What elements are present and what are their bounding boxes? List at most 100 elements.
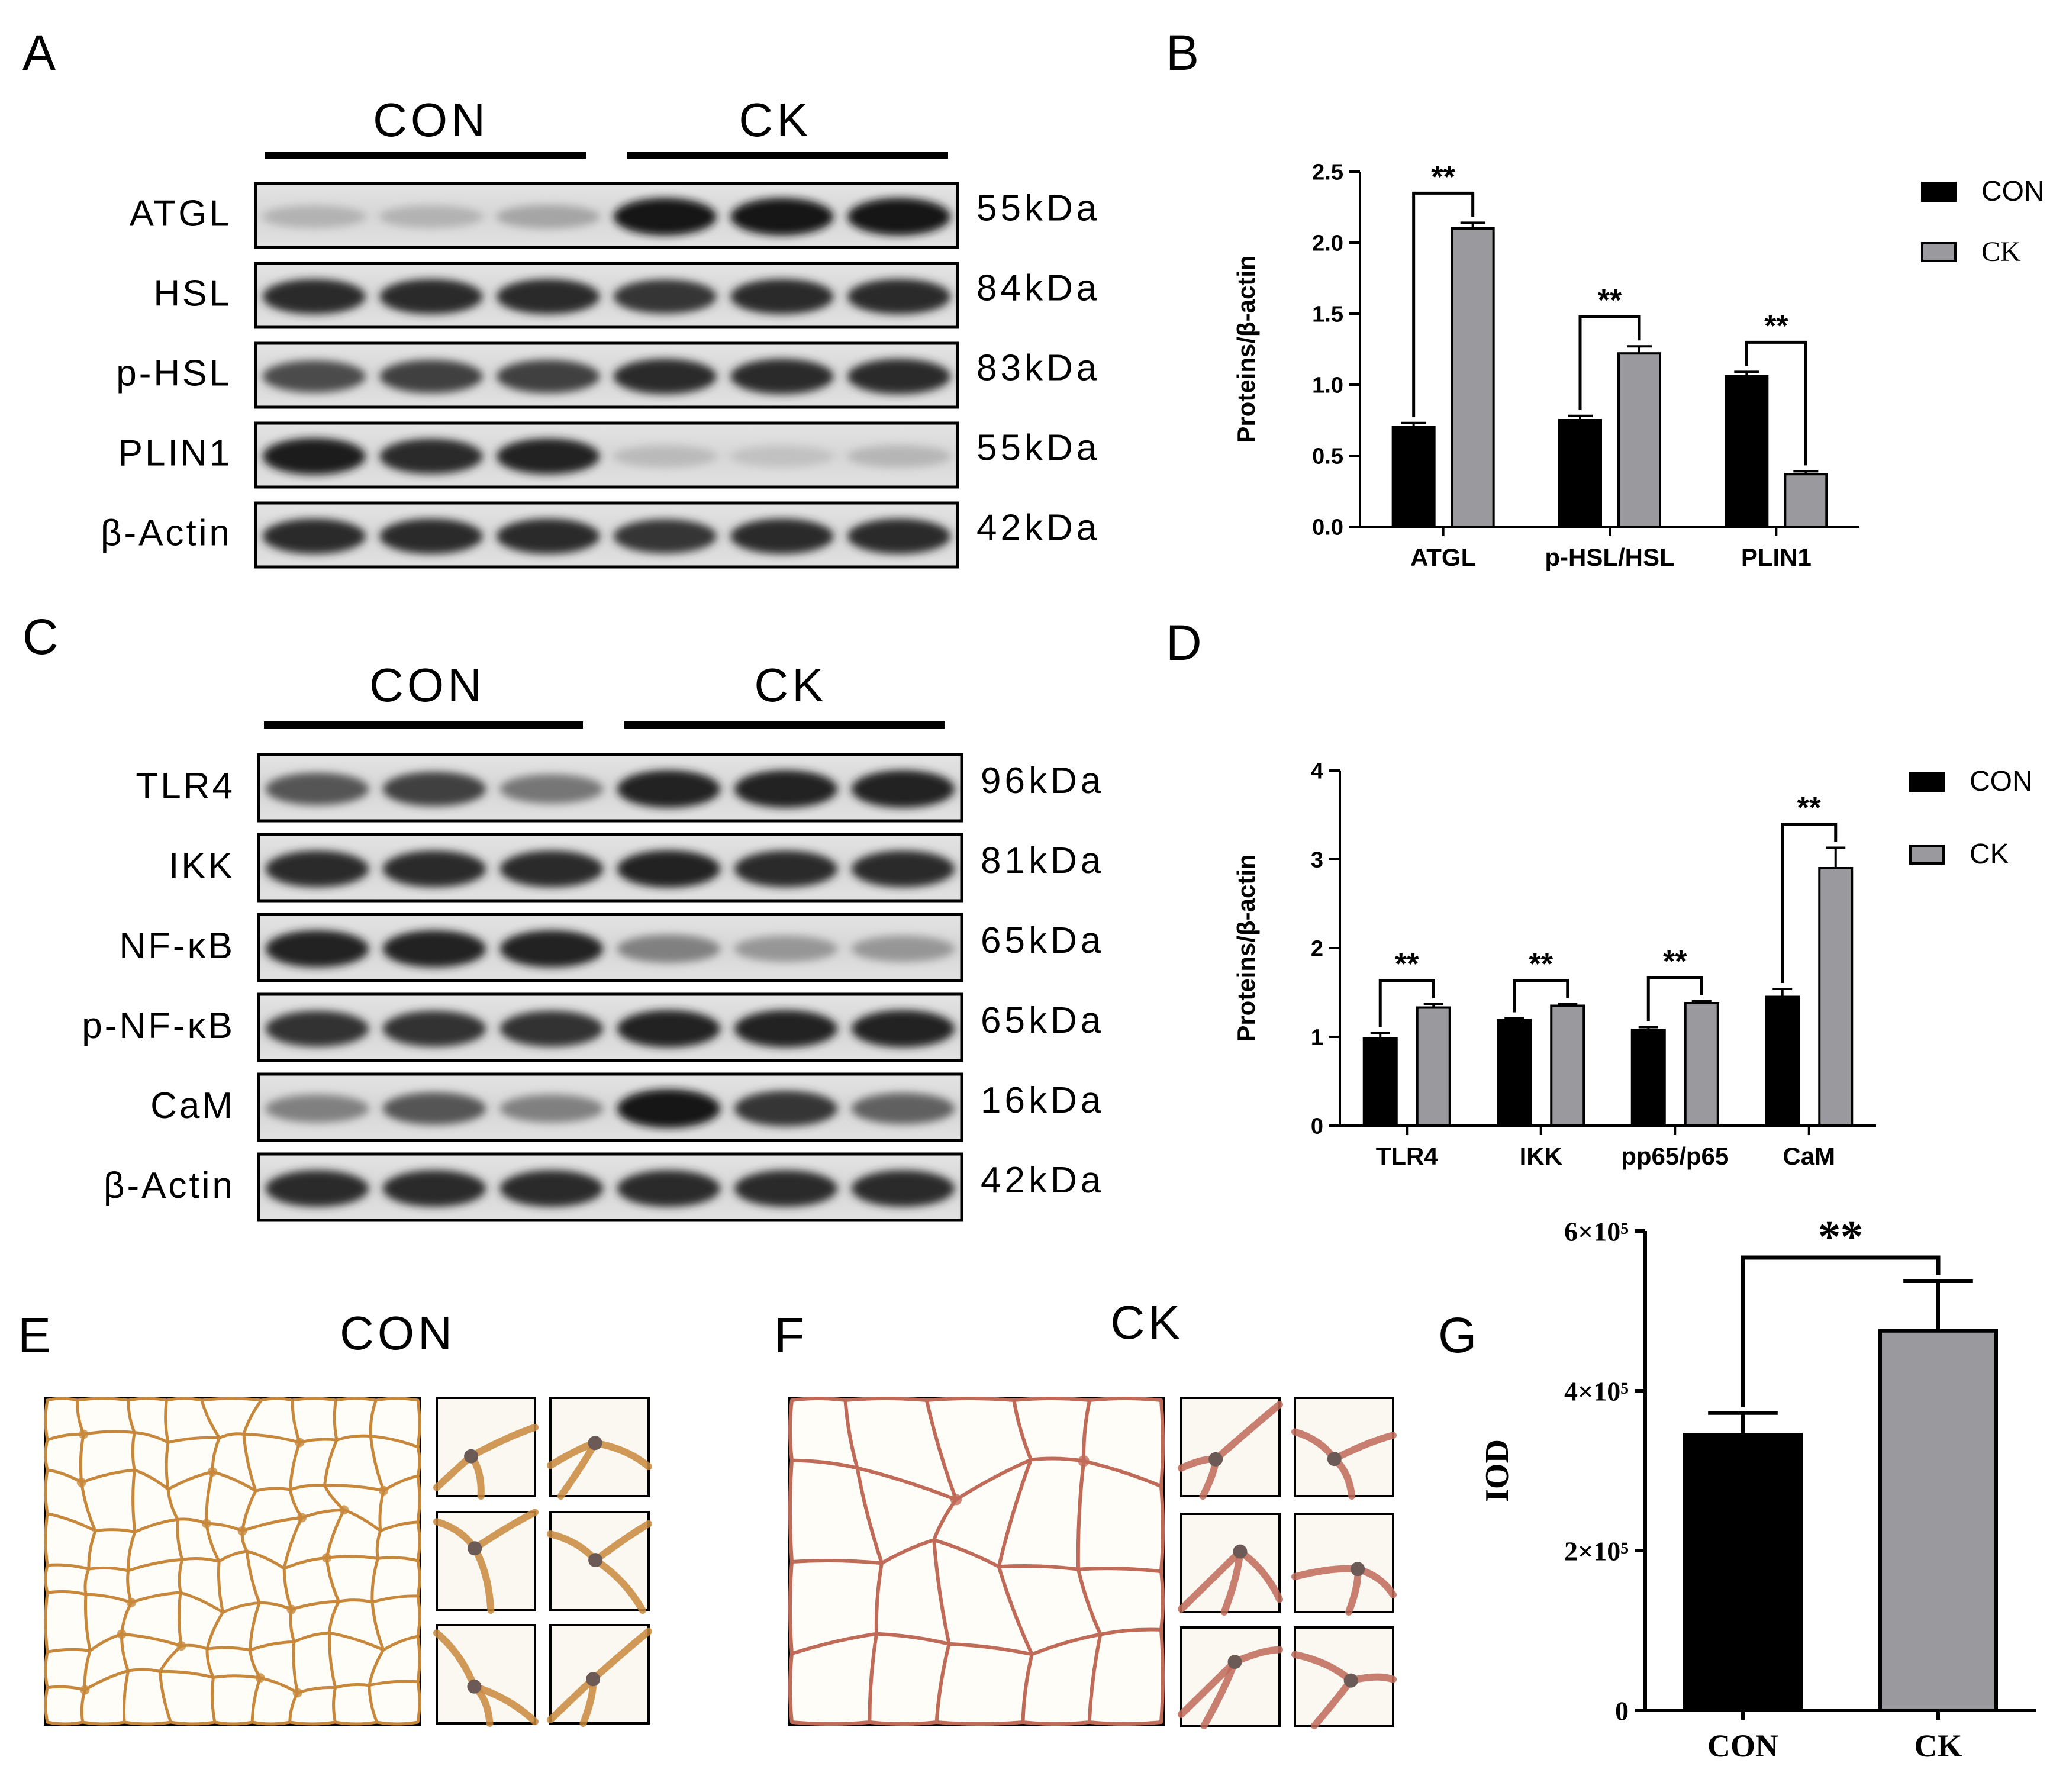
y-tick-label: 1.0 bbox=[1312, 373, 1343, 398]
bar-chart-panel-g: 0 2×10⁵ 4×10⁵ 6×10⁵ IOD CON ** CK bbox=[1479, 1212, 2036, 1764]
stain-node bbox=[292, 1688, 302, 1698]
blot-band bbox=[734, 936, 838, 962]
y-tick-label: 4 bbox=[1311, 759, 1323, 784]
blot-band bbox=[382, 1170, 486, 1207]
stain-node bbox=[339, 1505, 349, 1515]
bar-con bbox=[1558, 419, 1602, 528]
y-tick-label: 2.5 bbox=[1312, 160, 1343, 185]
bar-con bbox=[1630, 1029, 1666, 1127]
blot-band bbox=[617, 770, 721, 808]
protein-label: ATGL bbox=[130, 193, 232, 234]
y-tick-label: 2×10⁵ bbox=[1564, 1536, 1629, 1567]
y-tick-label: 2.0 bbox=[1312, 231, 1343, 256]
blot-band bbox=[847, 445, 951, 468]
blot-band bbox=[497, 205, 600, 229]
blot-row--actin: β-Actin 42kDa bbox=[104, 1152, 1101, 1222]
significance-label: ** bbox=[1431, 160, 1455, 194]
inset-1 bbox=[1291, 1397, 1397, 1500]
inset-2 bbox=[433, 1509, 539, 1614]
blot-band bbox=[265, 1010, 369, 1047]
protein-label: β-Actin bbox=[104, 1165, 235, 1206]
panel-letter-g: G bbox=[1438, 1307, 1477, 1363]
y-axis-label: IOD bbox=[1479, 1439, 1516, 1502]
stain-node bbox=[295, 1438, 305, 1448]
blot-strip bbox=[257, 992, 963, 1062]
significance-bracket bbox=[1745, 340, 1807, 466]
y-tick-label: 1 bbox=[1311, 1026, 1323, 1050]
blot-band bbox=[499, 1094, 604, 1123]
blot-rows: TLR4 96kDa IKK 81kDa NF-κB 65kDa p-NF-κB 65kDa C… bbox=[82, 753, 1104, 1222]
blot-band bbox=[265, 850, 369, 888]
cell-wall bbox=[592, 1520, 652, 1564]
blot-strip bbox=[254, 262, 959, 329]
stain-node bbox=[297, 1513, 307, 1523]
bar-con bbox=[1765, 995, 1800, 1127]
size-label: 55kDa bbox=[976, 428, 1100, 469]
adipocyte-cell bbox=[158, 1669, 218, 1726]
blot-band bbox=[262, 205, 366, 228]
blot-row-tlr4: TLR4 96kDa bbox=[136, 753, 1101, 823]
blot-band bbox=[265, 1170, 369, 1207]
blot-band bbox=[617, 1010, 721, 1048]
blot-band bbox=[497, 279, 600, 314]
y-tick-label: 0 bbox=[1615, 1696, 1629, 1726]
blot-rows: ATGL 55kDa HSL 84kDa p-HSL 83kDa PLIN1 55kDa β-A… bbox=[101, 182, 1100, 569]
blot-band bbox=[262, 518, 366, 554]
significance-label: ** bbox=[1529, 947, 1553, 982]
inset-3 bbox=[1291, 1513, 1397, 1616]
bar-ck bbox=[1451, 227, 1495, 528]
adipocyte-cell bbox=[291, 1397, 340, 1445]
cell-wall bbox=[592, 1556, 646, 1614]
size-label: 81kDa bbox=[981, 840, 1104, 881]
y-axis-label: Proteins/β-actin bbox=[1232, 854, 1260, 1042]
panel-e-title: CON bbox=[340, 1307, 456, 1359]
nucleus bbox=[1327, 1452, 1342, 1467]
bar-ck bbox=[1617, 352, 1661, 528]
blot-band bbox=[613, 198, 717, 236]
stain-node bbox=[201, 1519, 211, 1529]
blot-band bbox=[265, 930, 369, 968]
bar-con bbox=[1362, 1037, 1398, 1127]
cell-wall bbox=[468, 1423, 539, 1460]
stain-node bbox=[176, 1641, 186, 1651]
nucleus bbox=[467, 1679, 482, 1694]
nucleus bbox=[1233, 1544, 1248, 1559]
blot-band bbox=[851, 936, 955, 962]
blot-band bbox=[851, 1092, 955, 1124]
con-cell-network bbox=[44, 1397, 421, 1726]
blot-band bbox=[382, 930, 486, 968]
blot-band bbox=[851, 1010, 955, 1048]
western-blot-panel-a: CON CK ATGL 55kDa HSL 84kDa p-HSL 83kDa PLIN1 5… bbox=[101, 94, 1100, 569]
cell-wall bbox=[1178, 1548, 1244, 1613]
category-label: p-HSL/HSL bbox=[1545, 543, 1674, 571]
nucleus bbox=[464, 1449, 479, 1464]
y-tick-label: 0.0 bbox=[1312, 515, 1343, 540]
category-label: CK bbox=[1914, 1728, 1962, 1764]
blot-band bbox=[847, 518, 951, 554]
adipocyte-cell bbox=[44, 1590, 92, 1655]
stain-node bbox=[76, 1477, 86, 1487]
size-label: 55kDa bbox=[976, 188, 1100, 229]
blot-strip bbox=[257, 1072, 963, 1142]
blot-band bbox=[382, 772, 486, 807]
legend-label-con: CON bbox=[1970, 766, 2033, 797]
nucleus bbox=[1343, 1673, 1358, 1688]
blot-band bbox=[382, 1092, 486, 1125]
blot-band bbox=[497, 438, 600, 475]
blot-band bbox=[262, 438, 366, 475]
inset-3 bbox=[547, 1511, 652, 1614]
con-group-label: CON bbox=[373, 94, 489, 146]
panel-f-title: CK bbox=[1110, 1296, 1183, 1349]
y-tick-label: 0 bbox=[1311, 1114, 1323, 1139]
category-label: CaM bbox=[1783, 1142, 1835, 1170]
y-tick-label: 4×10⁵ bbox=[1564, 1377, 1629, 1407]
blot-band bbox=[730, 446, 834, 467]
inset-5 bbox=[1291, 1626, 1397, 1729]
protein-label: NF-κB bbox=[119, 926, 235, 966]
significance-label: ** bbox=[1663, 945, 1687, 979]
blot-band bbox=[730, 279, 834, 314]
bar-ck bbox=[1784, 473, 1828, 528]
y-tick-label: 2 bbox=[1311, 937, 1323, 962]
stain-node bbox=[950, 1494, 962, 1506]
significance-bracket bbox=[1578, 315, 1641, 410]
